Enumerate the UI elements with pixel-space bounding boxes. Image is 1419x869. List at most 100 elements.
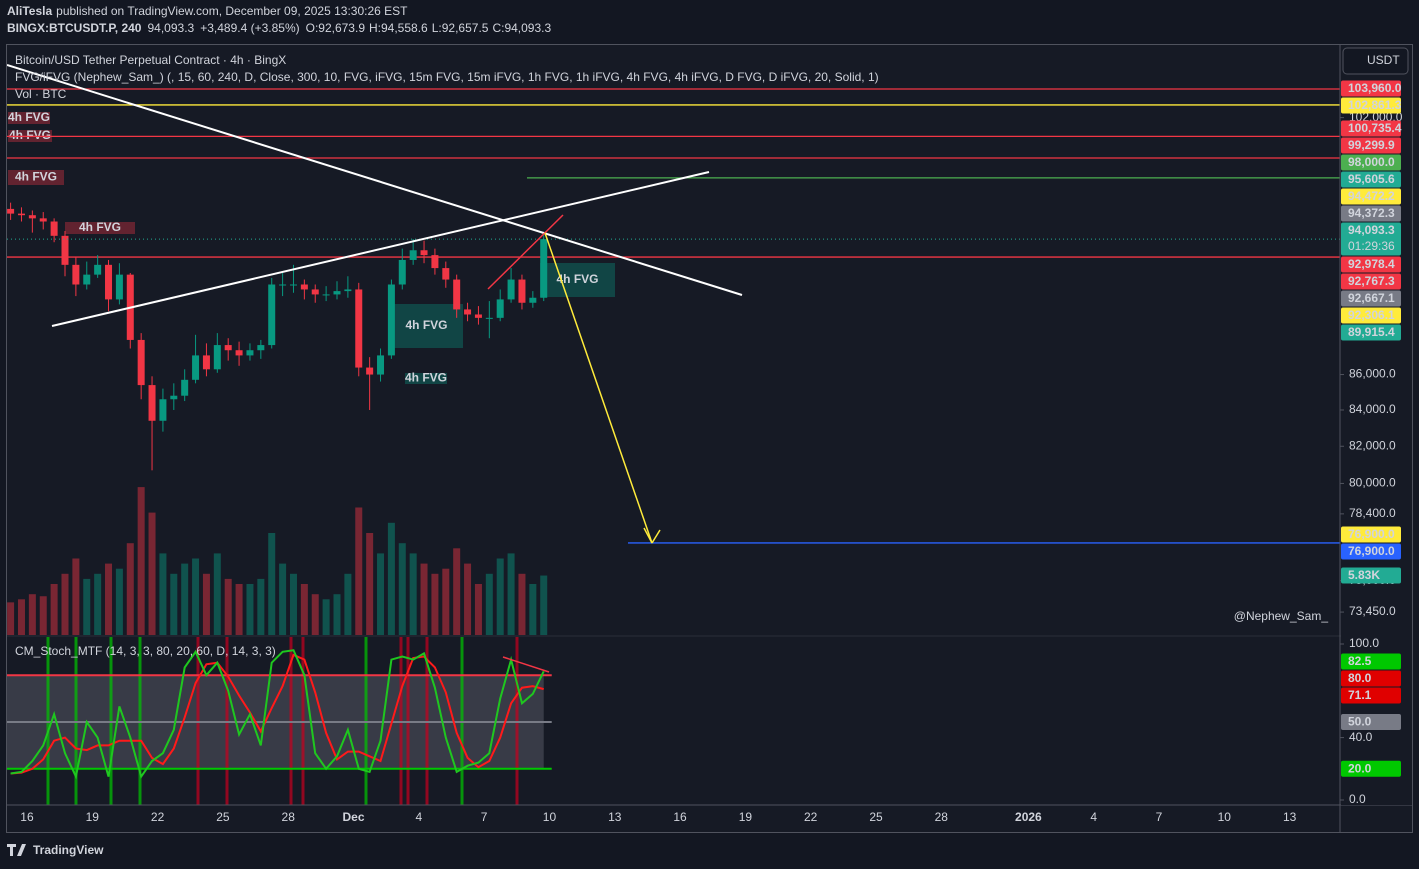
price-label-bg bbox=[1341, 273, 1401, 290]
volume-bar bbox=[300, 584, 308, 635]
candle-body bbox=[377, 355, 385, 375]
volume-bar bbox=[126, 543, 134, 635]
time-label: 28 bbox=[935, 810, 949, 824]
symbol: BINGX:BTCUSDT.P, 240 bbox=[7, 21, 142, 35]
fvg-label: 4h FVG bbox=[405, 371, 447, 385]
price-label: 94,372.3 bbox=[1348, 206, 1395, 220]
currency[interactable]: USDT bbox=[1367, 53, 1400, 67]
drawing bbox=[651, 529, 661, 544]
candle-body bbox=[213, 345, 221, 370]
published: published on TradingView.com, December 0… bbox=[56, 4, 408, 18]
volume-bar bbox=[279, 563, 287, 635]
price-label: 99,299.9 bbox=[1348, 138, 1395, 152]
candle-body bbox=[485, 317, 493, 319]
ohlc-key: L: bbox=[432, 21, 442, 35]
time-label: 19 bbox=[86, 810, 100, 824]
drawing bbox=[487, 214, 564, 290]
candle-body bbox=[496, 299, 504, 318]
price-label: 92,767.3 bbox=[1348, 274, 1395, 288]
candle-body bbox=[474, 314, 482, 318]
watermark: @Nephew_Sam_ bbox=[1234, 609, 1329, 623]
candle-body bbox=[61, 235, 69, 265]
price-label-bg bbox=[1341, 714, 1401, 730]
time-label: 22 bbox=[804, 810, 818, 824]
candle-body bbox=[83, 274, 91, 285]
price-label-bg bbox=[1341, 543, 1401, 560]
time-label: 7 bbox=[1156, 810, 1163, 824]
candle-body bbox=[442, 268, 450, 280]
time-label: 10 bbox=[1218, 810, 1232, 824]
fvg-zone bbox=[405, 373, 447, 384]
volume-bar bbox=[268, 533, 276, 635]
price-tick-label: 78,400.0 bbox=[1349, 506, 1396, 520]
candle-body bbox=[311, 289, 319, 295]
legend-fvg: FVG/iFVG (Nephew_Sam_) (, 15, 60, 240, D… bbox=[15, 70, 879, 84]
fvg-zone bbox=[8, 112, 50, 124]
volume-bar bbox=[28, 594, 36, 635]
candle-body bbox=[137, 339, 145, 386]
time-label: 28 bbox=[282, 810, 296, 824]
volume-bar bbox=[224, 578, 232, 635]
candle-body bbox=[279, 284, 287, 286]
price-label: 5.83K bbox=[1348, 568, 1380, 582]
time-label: 13 bbox=[1283, 810, 1297, 824]
volume-bar bbox=[355, 507, 363, 635]
price-label: 92,306.1 bbox=[1348, 308, 1395, 322]
volume-bar bbox=[39, 596, 47, 635]
volume-bar bbox=[115, 568, 123, 635]
price-label-bg bbox=[1341, 137, 1401, 154]
candle-body bbox=[181, 379, 189, 396]
fvg-label: 4h FVG bbox=[79, 220, 121, 234]
price-label: 95,605.6 bbox=[1348, 172, 1395, 186]
candle-body bbox=[235, 350, 243, 356]
time-label: 19 bbox=[739, 810, 753, 824]
price-tick-label: 80,000.0 bbox=[1349, 476, 1396, 490]
volume-bar bbox=[442, 568, 450, 635]
candle-body bbox=[322, 294, 330, 296]
fvg-zone bbox=[390, 304, 463, 348]
countdown: 01:29:36 bbox=[1348, 239, 1395, 253]
candle-body bbox=[17, 213, 25, 216]
candle-body bbox=[464, 309, 472, 315]
price-label: 89,915.4 bbox=[1348, 325, 1395, 339]
legend-stoch: CM_Stoch_MTF (14, 3, 3, 80, 20, 60, D, 1… bbox=[15, 644, 276, 658]
price-label: 92,978.4 bbox=[1348, 257, 1395, 271]
price-label-bg bbox=[1341, 324, 1401, 341]
time-label: 4 bbox=[1090, 810, 1097, 824]
price-label-bg bbox=[1341, 154, 1401, 171]
price-label: 94,472.2 bbox=[1348, 189, 1395, 203]
price-label-bg bbox=[1341, 205, 1401, 222]
price-label-bg bbox=[1341, 188, 1401, 205]
volume-bar bbox=[322, 599, 330, 635]
volume-bar bbox=[464, 563, 472, 635]
time-label: 25 bbox=[216, 810, 230, 824]
ohlc-key: C: bbox=[492, 21, 504, 35]
price-label: 103,960.0 bbox=[1348, 81, 1402, 95]
fvg-zone bbox=[8, 170, 64, 185]
drawing bbox=[502, 656, 550, 673]
candle-body bbox=[333, 291, 341, 295]
candle-body bbox=[192, 355, 200, 380]
candle-body bbox=[224, 345, 232, 351]
volume-bar bbox=[213, 553, 221, 635]
legend-instrument: Bitcoin/USD Tether Perpetual Contract · … bbox=[15, 53, 286, 67]
volume-bar bbox=[159, 553, 167, 635]
volume-bar bbox=[398, 543, 406, 635]
volume-bar bbox=[529, 584, 537, 635]
price-label: 20.0 bbox=[1348, 761, 1372, 775]
price-tick-label: 73,450.0 bbox=[1349, 604, 1396, 618]
volume-bar bbox=[289, 573, 297, 635]
price-label-bg bbox=[1341, 567, 1401, 584]
stoch-tick-label: 100.0 bbox=[1349, 636, 1379, 650]
volume-bar bbox=[246, 584, 254, 635]
candle-body bbox=[387, 284, 395, 356]
candle-body bbox=[28, 215, 36, 219]
candle-body bbox=[246, 350, 254, 356]
price-plot: 4h FVG 4h FVG 4h FVG 4h FVG 4h FVG 4h FVG 4h F… bbox=[7, 64, 1340, 635]
price-label: 92,667.1 bbox=[1348, 291, 1395, 305]
price-label: 80.0 bbox=[1348, 671, 1372, 685]
candle-body bbox=[289, 284, 297, 286]
volume-bar bbox=[94, 573, 102, 635]
candle-body bbox=[355, 289, 363, 368]
volume-bar bbox=[377, 553, 385, 635]
